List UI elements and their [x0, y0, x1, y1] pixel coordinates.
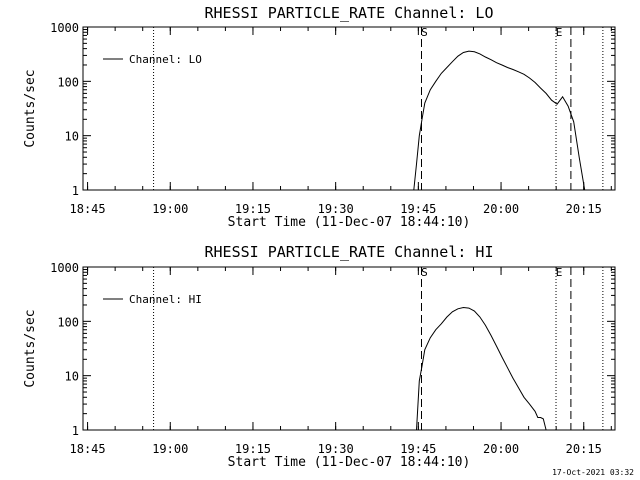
chart-panel-2: RHESSI PARTICLE_RATE Channel: HI 18:45 19:… — [23, 243, 616, 470]
y-axis-label: Counts/sec — [23, 69, 38, 147]
x-axis-label: Start Time (11-Dec-07 18:44:10) — [228, 215, 471, 230]
y-tick-label: 1 — [72, 424, 79, 438]
y-tick-label: 10 — [65, 130, 79, 144]
x-tick-label: 19:15 — [235, 442, 271, 456]
legend-entry: Channel: HI — [129, 293, 202, 306]
x-tick-label: 20:15 — [566, 442, 602, 456]
plot-frame — [82, 26, 616, 191]
x-tick-label: 18:45 — [70, 442, 106, 456]
x-tick-label: 18:45 — [70, 202, 106, 216]
series-line — [413, 50, 586, 191]
y-tick-label: 1000 — [50, 21, 79, 35]
marker-label-s: S — [421, 266, 428, 279]
y-tick-label: 100 — [57, 315, 79, 329]
y-axis-label: Counts/sec — [23, 309, 38, 387]
y-tick-label: 100 — [57, 75, 79, 89]
marker-label-s: S — [421, 26, 428, 39]
x-tick-label: 19:15 — [235, 202, 271, 216]
chart-title: RHESSI PARTICLE_RATE Channel: HI — [205, 243, 494, 261]
marker-label-e: E — [556, 26, 563, 39]
x-tick-label: 20:00 — [483, 442, 519, 456]
x-tick-label: 19:00 — [152, 442, 188, 456]
legend-entry: Channel: LO — [129, 53, 202, 66]
series-line — [416, 306, 547, 431]
y-tick-label: 1000 — [50, 261, 79, 275]
x-axis-label: Start Time (11-Dec-07 18:44:10) — [228, 455, 471, 470]
y-tick-label: 10 — [65, 370, 79, 384]
x-tick-label: 20:00 — [483, 202, 519, 216]
x-tick-label: 20:15 — [566, 202, 602, 216]
plot-timestamp: 17-Oct-2021 03:32 — [552, 468, 634, 477]
x-tick-label: 19:45 — [400, 202, 436, 216]
chart-panel-1: RHESSI PARTICLE_RATE Channel: LO 18:45 19:… — [23, 4, 616, 230]
x-tick-label: 19:00 — [152, 202, 188, 216]
y-tick-label: 1 — [72, 184, 79, 198]
x-tick-label: 19:30 — [318, 202, 354, 216]
x-tick-label: 19:45 — [400, 442, 436, 456]
marker-label-e: E — [556, 266, 563, 279]
chart-title: RHESSI PARTICLE_RATE Channel: LO — [205, 4, 494, 22]
plot-frame — [82, 266, 616, 431]
x-tick-label: 19:30 — [318, 442, 354, 456]
